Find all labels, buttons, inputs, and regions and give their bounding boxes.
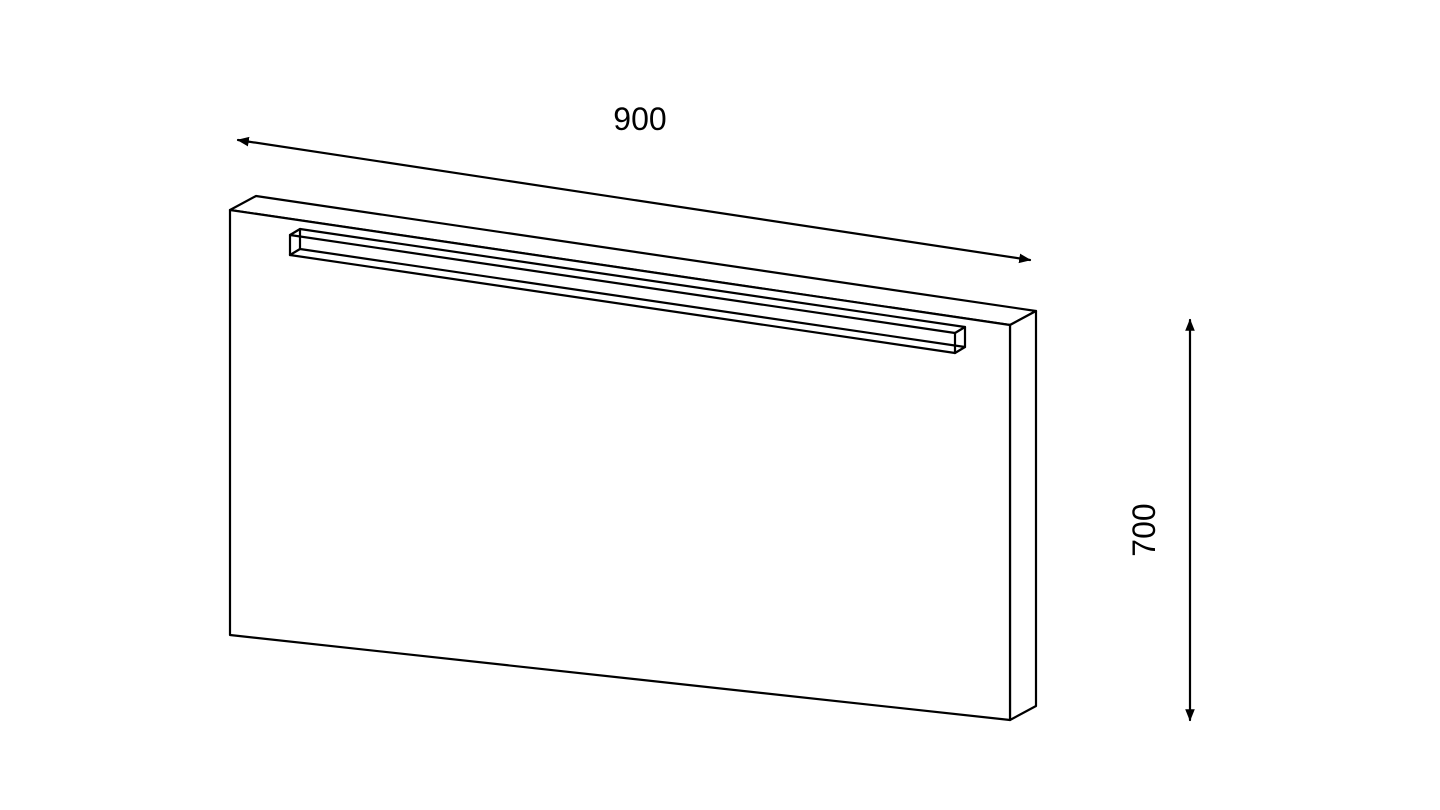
width-dimension-label: 900: [613, 101, 666, 137]
technical-drawing: 900 700: [0, 0, 1440, 810]
height-dimension-label: 700: [1126, 503, 1162, 556]
panel-3d: [230, 196, 1036, 720]
